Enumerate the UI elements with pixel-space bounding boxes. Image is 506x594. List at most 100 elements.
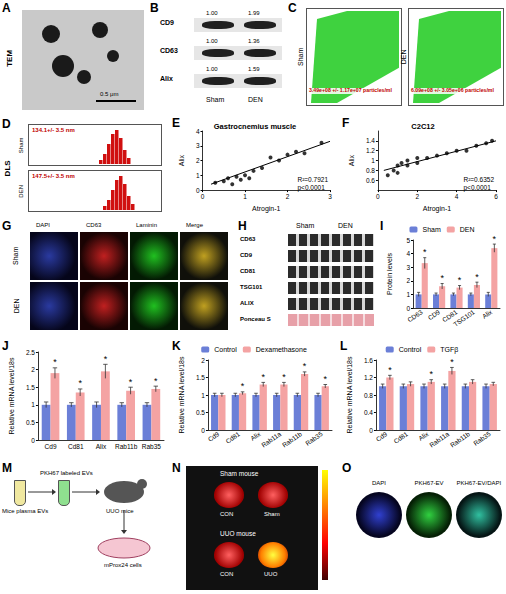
svg-text:*: * [423, 247, 427, 257]
svg-text:1.2: 1.2 [366, 147, 375, 154]
svg-text:Cd81: Cd81 [68, 443, 84, 450]
svg-text:0: 0 [376, 193, 380, 200]
svg-text:0: 0 [369, 427, 373, 434]
svg-text:Alix: Alix [417, 430, 430, 442]
svg-text:Rab11b: Rab11b [449, 430, 472, 449]
svg-text:Cd9: Cd9 [206, 430, 220, 443]
html-text:DLS: DLS [2, 159, 12, 176]
svg-text:3: 3 [406, 264, 410, 271]
svg-text:CD63: CD63 [406, 308, 424, 323]
svg-text:1.5: 1.5 [196, 374, 205, 381]
svg-text:*: * [458, 275, 462, 285]
svg-text:*: * [493, 234, 497, 244]
svg-text:R²=0.7921: R²=0.7921 [297, 176, 328, 183]
svg-text:Alix: Alix [481, 308, 494, 320]
svg-text:Rab11b: Rab11b [115, 443, 138, 450]
svg-text:0.5: 0.5 [196, 409, 205, 416]
svg-text:2: 2 [286, 193, 290, 200]
svg-text:1: 1 [243, 193, 247, 200]
svg-text:1: 1 [196, 172, 200, 179]
svg-text:Atrogin-1: Atrogin-1 [252, 205, 281, 213]
svg-text:DEN: DEN [460, 226, 475, 233]
svg-text:Cd9: Cd9 [45, 443, 57, 450]
svg-text:0.6: 0.6 [366, 177, 375, 184]
svg-text:1: 1 [371, 157, 375, 164]
svg-text:*: * [78, 378, 82, 388]
svg-text:*: * [475, 272, 479, 282]
svg-text:1.4: 1.4 [366, 137, 375, 144]
svg-text:*: * [241, 381, 245, 391]
svg-text:Cd81: Cd81 [224, 430, 241, 445]
svg-text:1.5: 1.5 [26, 384, 35, 391]
svg-text:R²=0.6352: R²=0.6352 [463, 176, 494, 183]
svg-text:Relative mRNA level/18s: Relative mRNA level/18s [178, 356, 185, 434]
svg-text:*: * [429, 369, 433, 379]
svg-text:0.4: 0.4 [364, 409, 373, 416]
svg-text:Cd9: Cd9 [374, 430, 388, 443]
svg-text:TGFβ: TGFβ [440, 346, 458, 354]
svg-text:Relative mRNA level/18s: Relative mRNA level/18s [8, 357, 15, 435]
svg-text:5: 5 [406, 237, 410, 244]
svg-text:Rab35: Rab35 [142, 443, 162, 450]
svg-text:2: 2 [31, 366, 35, 373]
svg-text:*: * [261, 372, 265, 382]
svg-text:4: 4 [196, 128, 200, 135]
svg-text:*: * [154, 376, 158, 386]
svg-text:C2C12: C2C12 [411, 122, 434, 131]
svg-text:2: 2 [415, 193, 419, 200]
svg-text:0: 0 [31, 437, 35, 444]
svg-text:Dexamethasone: Dexamethasone [256, 346, 307, 353]
svg-text:*: * [104, 354, 108, 364]
svg-text:Cd81: Cd81 [392, 430, 409, 445]
svg-text:0.5: 0.5 [26, 419, 35, 426]
svg-text:Alix: Alix [96, 443, 107, 450]
svg-text:1: 1 [406, 291, 410, 298]
svg-text:Protein levels: Protein levels [386, 252, 393, 295]
svg-text:*: * [440, 273, 444, 283]
svg-text:1: 1 [31, 401, 35, 408]
svg-text:TSG101: TSG101 [452, 308, 476, 328]
svg-text:CD81: CD81 [440, 308, 459, 324]
svg-text:1: 1 [201, 392, 205, 399]
svg-text:0: 0 [201, 193, 205, 200]
svg-text:2: 2 [406, 277, 410, 284]
svg-text:6: 6 [494, 193, 498, 200]
svg-text:Atrogin-1: Atrogin-1 [423, 205, 452, 213]
svg-text:Alix: Alix [249, 430, 262, 442]
svg-text:0: 0 [196, 187, 200, 194]
svg-text:*: * [388, 365, 392, 375]
svg-text:Rab11a: Rab11a [428, 430, 451, 449]
svg-text:2: 2 [201, 357, 205, 364]
svg-text:CD9: CD9 [426, 308, 441, 321]
svg-text:Rab35: Rab35 [472, 430, 492, 447]
svg-text:*: * [53, 357, 57, 367]
svg-text:1.2: 1.2 [364, 374, 373, 381]
svg-text:2: 2 [196, 157, 200, 164]
svg-text:Alix: Alix [348, 154, 355, 166]
svg-text:Gastrocnemius muscle: Gastrocnemius muscle [214, 122, 297, 131]
html-text:TEM: TEM [4, 49, 14, 67]
svg-text:0: 0 [201, 427, 205, 434]
svg-text:*: * [129, 377, 133, 387]
svg-text:*: * [303, 361, 307, 371]
svg-text:4: 4 [406, 250, 410, 257]
svg-text:*: * [324, 374, 328, 384]
svg-text:1.6: 1.6 [364, 357, 373, 364]
svg-text:3: 3 [196, 142, 200, 149]
svg-text:Relative mRNA level/18s: Relative mRNA level/18s [346, 356, 353, 434]
svg-text:Sham: Sham [422, 226, 440, 233]
svg-text:2.5: 2.5 [26, 349, 35, 356]
svg-text:*: * [282, 372, 286, 382]
svg-text:Control: Control [214, 346, 237, 353]
svg-text:*: * [450, 357, 454, 367]
svg-text:Control: Control [399, 346, 422, 353]
svg-text:0: 0 [406, 305, 410, 312]
svg-text:Rab11a: Rab11a [260, 430, 283, 449]
svg-text:4: 4 [455, 193, 459, 200]
svg-text:Rab11b: Rab11b [281, 430, 304, 449]
svg-text:0.8: 0.8 [366, 167, 375, 174]
svg-text:0.8: 0.8 [364, 392, 373, 399]
svg-text:Rab35: Rab35 [304, 430, 324, 447]
svg-text:3: 3 [328, 193, 332, 200]
svg-text:Alix: Alix [178, 154, 185, 166]
